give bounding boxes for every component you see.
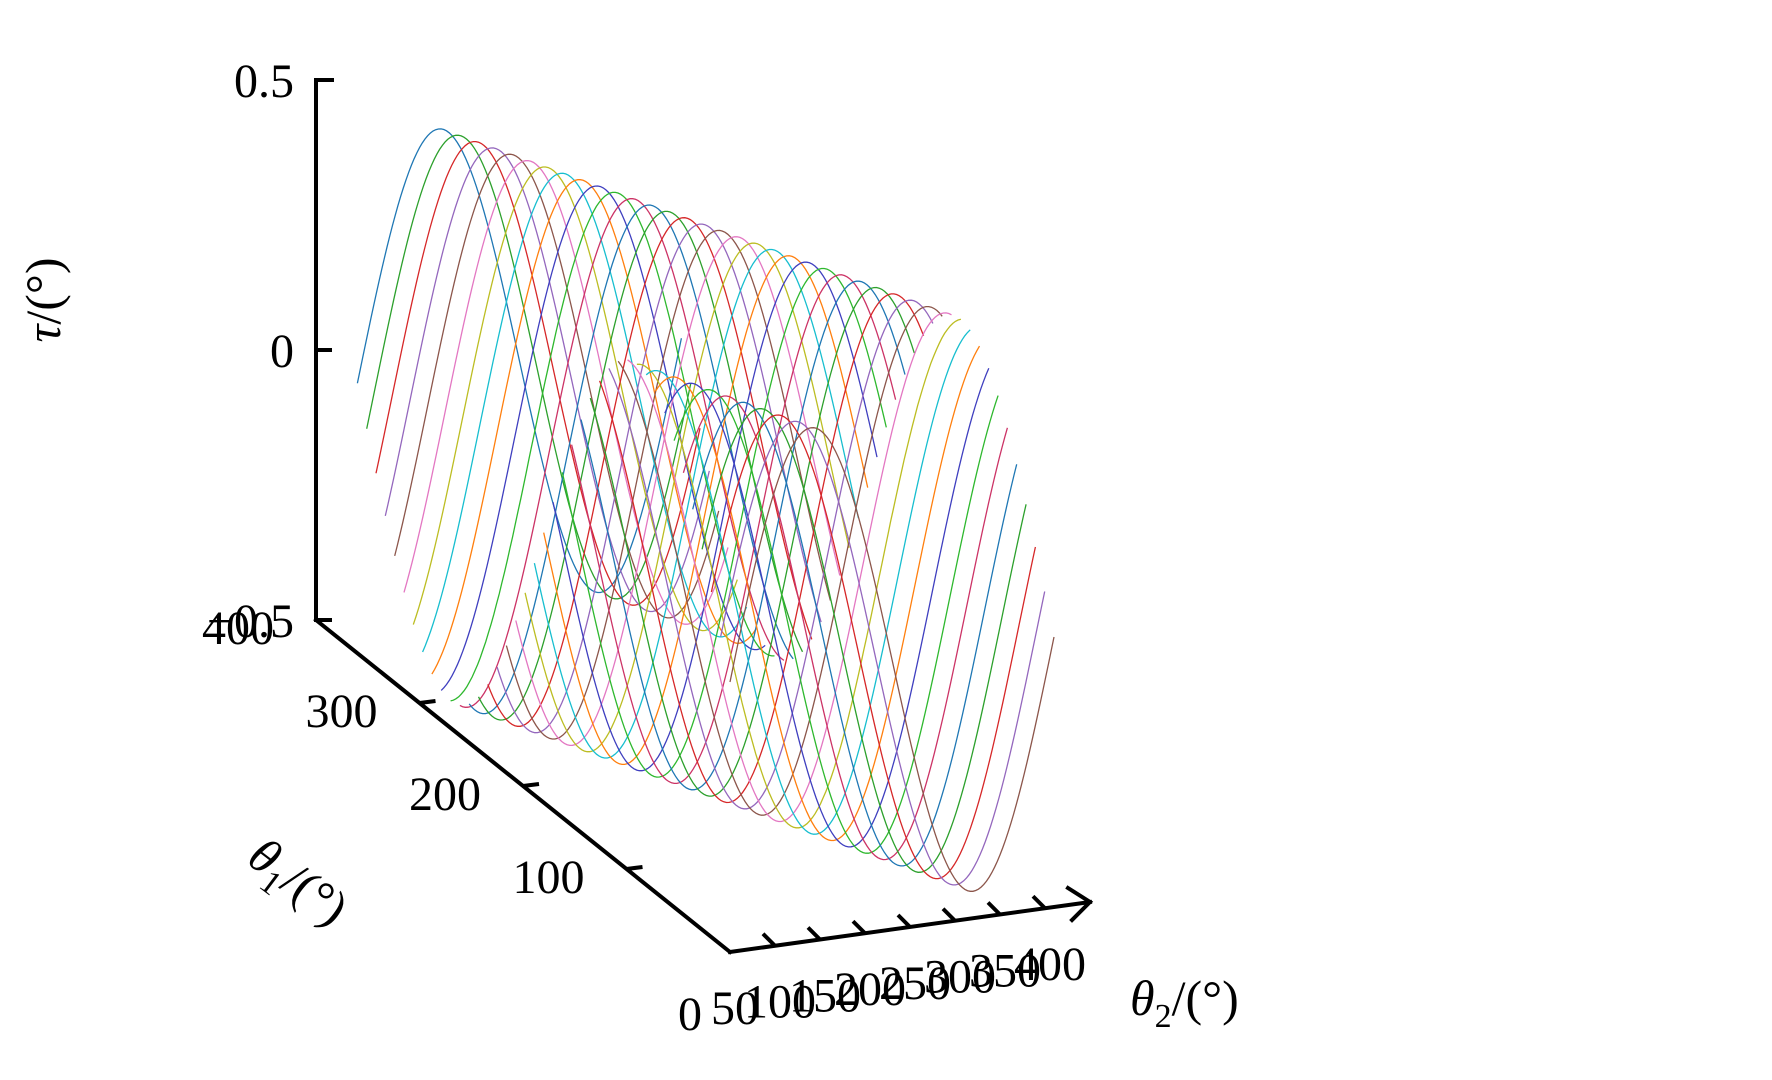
theta2-tick-label: 50 — [711, 982, 759, 1035]
surface-curve — [627, 312, 952, 823]
surface-curve — [543, 255, 869, 766]
theta2-tick-label: 350 — [969, 944, 1041, 997]
theta2-tick-mark — [941, 907, 957, 923]
theta1-axis-unit: /(°) — [272, 851, 359, 936]
surface-curve — [701, 408, 1027, 873]
surface-curve — [505, 229, 832, 740]
theta2-axis-subscript: 2 — [1155, 998, 1172, 1035]
surface-curve — [645, 329, 971, 835]
surface-curve — [673, 388, 999, 854]
surface-curve — [477, 210, 804, 721]
surface-curve — [422, 172, 748, 653]
surface-curve — [450, 191, 775, 702]
theta2-tick-label: 0 — [678, 988, 702, 1041]
surface-curve — [552, 261, 878, 772]
theta2-tick-label: 150 — [789, 969, 861, 1022]
surface-curve — [580, 280, 906, 791]
theta2-tick-mark — [806, 926, 822, 941]
theta2-tick-label: 300 — [924, 951, 996, 1004]
theta1-tick-label: 300 — [306, 685, 378, 738]
theta1-tick-label: 100 — [513, 851, 585, 904]
surface-curve — [598, 293, 925, 804]
z-tick-label: 0 — [270, 325, 294, 378]
surface-curve — [664, 367, 990, 848]
surface-curve — [487, 217, 813, 727]
theta2-tick-mark — [851, 919, 867, 935]
surface-curve — [403, 159, 729, 625]
surface-curve — [366, 134, 692, 600]
theta1-tick-mark — [419, 699, 436, 705]
tick-labels: 0.50−0.50 5010015020025030035040010020030… — [202, 55, 1086, 1041]
surface-curve — [654, 345, 981, 842]
z-axis-unit: /(°) — [15, 257, 71, 324]
theta2-tick-label: 250 — [879, 957, 951, 1010]
theta2-tick-mark — [896, 913, 912, 929]
tick-marks — [316, 78, 1047, 948]
z-tick-label: −0.5 — [207, 595, 294, 648]
surface-curve — [561, 267, 887, 778]
surface-curve — [589, 286, 915, 797]
surface-curve — [682, 395, 1009, 861]
surface-curve — [710, 414, 1037, 880]
surface-curves — [356, 128, 1055, 892]
surface-curve — [375, 140, 701, 606]
theta2-axis-unit: /(°) — [1172, 970, 1239, 1026]
axes — [313, 78, 1094, 955]
theta1-tick-mark — [522, 782, 540, 788]
surface-curve — [729, 427, 1055, 892]
z-tick-label: 0.5 — [234, 55, 294, 108]
z-axis-title: τ/(°) — [15, 257, 71, 342]
theta1-tick-label: 400 — [202, 602, 274, 655]
surface-curve — [608, 299, 934, 810]
surface-curve — [468, 204, 794, 715]
theta2-axis-title: θ2/(°) — [1130, 970, 1239, 1035]
theta1-tick-label: 200 — [409, 768, 481, 821]
z-axis-symbol: τ — [15, 323, 71, 343]
surface-curve — [720, 420, 1046, 886]
theta2-tick-label: 400 — [1014, 938, 1086, 991]
theta2-axis-symbol: θ — [1130, 970, 1155, 1026]
theta1-axis-title: θ1/(°) — [233, 826, 359, 943]
theta2-tick-mark — [761, 932, 777, 948]
theta2-axis-arrow — [1065, 885, 1094, 923]
surface-curve — [570, 274, 897, 785]
surface-curve — [431, 179, 757, 675]
surface-curve — [496, 223, 822, 734]
theta2-tick-label: 200 — [834, 963, 906, 1016]
theta2-tick-label: 100 — [744, 976, 816, 1029]
surface-curve — [356, 128, 683, 594]
theta1-tick-mark — [626, 865, 643, 871]
surface-curve — [636, 318, 962, 829]
surface-curve — [533, 248, 860, 759]
surface-curve — [617, 305, 943, 816]
surface-curve — [692, 401, 1018, 867]
surface-curve — [524, 242, 850, 753]
theta2-tick-mark — [986, 901, 1002, 916]
surface-curve — [440, 185, 766, 691]
theta2-tick-mark — [1031, 894, 1047, 910]
